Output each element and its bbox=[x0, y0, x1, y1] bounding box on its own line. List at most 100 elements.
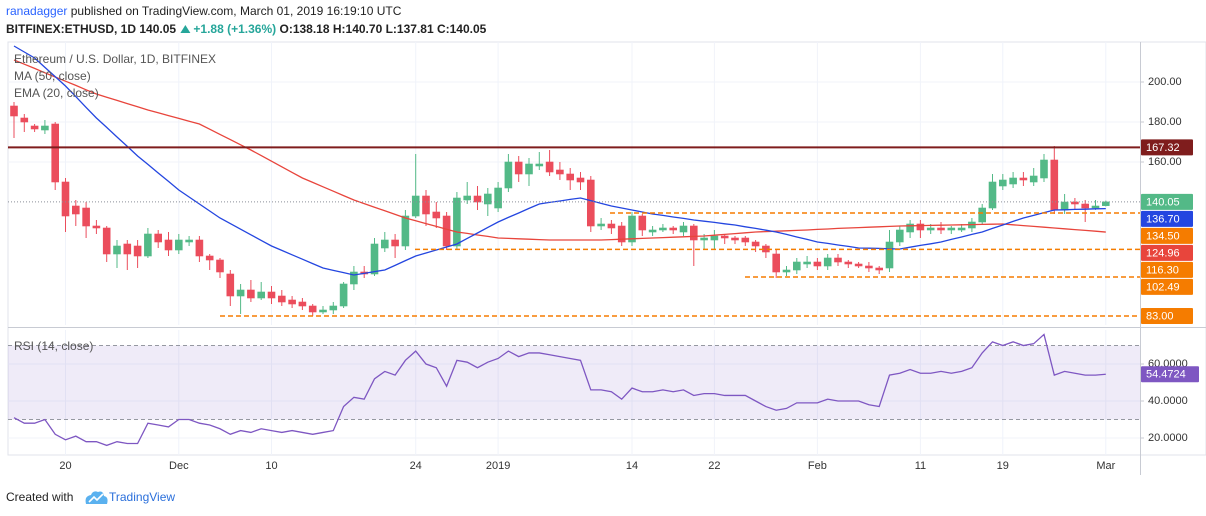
y-tick-label: 200.00 bbox=[1148, 76, 1182, 88]
x-tick-label: Feb bbox=[808, 460, 827, 472]
candle-body bbox=[51, 123, 60, 183]
candle-body bbox=[10, 105, 18, 117]
candle-body bbox=[401, 215, 410, 247]
candle-body bbox=[741, 237, 750, 243]
candle-body bbox=[380, 239, 389, 249]
ohlc-close: C:140.05 bbox=[437, 22, 487, 36]
candle-body bbox=[659, 227, 667, 231]
candle-body bbox=[628, 215, 636, 243]
indicator-line bbox=[13, 59, 1106, 241]
candle-body bbox=[1102, 201, 1110, 206]
change: +1.88 (+1.36%) bbox=[193, 22, 276, 36]
rsi-tag-bg bbox=[1141, 366, 1199, 383]
candle-body bbox=[236, 289, 245, 297]
candle-body bbox=[514, 161, 523, 175]
rsi-pane bbox=[8, 333, 1140, 447]
candle-body bbox=[998, 179, 1007, 187]
candle-body bbox=[865, 265, 873, 269]
ohlc-high: H:140.70 bbox=[333, 22, 383, 36]
price-tag-bg bbox=[1141, 227, 1193, 244]
candle-body bbox=[144, 233, 152, 257]
candle-body bbox=[195, 239, 204, 257]
candle-body bbox=[339, 283, 348, 307]
price-tag: 124.96 bbox=[1146, 247, 1180, 259]
candle-body bbox=[679, 225, 688, 233]
candle-body bbox=[473, 195, 482, 203]
symbol: BITFINEX:ETHUSD, 1D bbox=[6, 22, 136, 36]
x-tick-label: 20 bbox=[59, 460, 71, 472]
y-tick-label: 20.0000 bbox=[1148, 432, 1188, 444]
price-tag-bg bbox=[1141, 193, 1193, 210]
legend-rsi: RSI (14, close) bbox=[14, 339, 93, 353]
y-tick-label: 40.0000 bbox=[1148, 395, 1188, 407]
candle-body bbox=[885, 241, 894, 269]
candle-body bbox=[1019, 177, 1028, 181]
candle-body bbox=[545, 161, 554, 173]
symbol-line: BITFINEX:ETHUSD, 1D 140.05 +1.88 (+1.36%… bbox=[6, 22, 487, 36]
logo-line bbox=[88, 493, 104, 503]
ohlc-low: L:137.81 bbox=[386, 22, 434, 36]
candle-body bbox=[247, 289, 255, 299]
candle-body bbox=[926, 227, 935, 231]
x-tick-label: Mar bbox=[1096, 460, 1115, 472]
chart-title: Ethereum / U.S. Dollar, 1D, BITFINEX bbox=[14, 52, 216, 66]
author[interactable]: ranadagger bbox=[6, 4, 67, 18]
published: published on TradingView.com, March 01, … bbox=[71, 4, 402, 18]
grid bbox=[8, 42, 1140, 455]
candle-body bbox=[937, 227, 945, 231]
ohlc-open: O:138.18 bbox=[279, 22, 329, 36]
candle-body bbox=[370, 243, 379, 275]
candle-body bbox=[463, 195, 472, 201]
candle-body bbox=[72, 205, 80, 215]
price-tag: 136.70 bbox=[1146, 213, 1180, 225]
x-tick-label: 14 bbox=[626, 460, 638, 472]
logo[interactable] bbox=[85, 491, 108, 504]
price-tag: 134.50 bbox=[1146, 230, 1180, 242]
candle-body bbox=[875, 267, 884, 271]
candle-body bbox=[1071, 201, 1079, 205]
candle-body bbox=[535, 163, 544, 167]
x-tick-label: 10 bbox=[265, 460, 277, 472]
candle-body bbox=[123, 243, 132, 255]
price-tag-bg bbox=[1141, 278, 1193, 295]
candle-body bbox=[442, 215, 451, 247]
candle-body bbox=[988, 181, 997, 209]
price-tag: 167.32 bbox=[1146, 142, 1180, 154]
candle-body bbox=[432, 211, 441, 219]
candle-body bbox=[597, 223, 605, 227]
candle-body bbox=[277, 295, 286, 303]
candle-body bbox=[782, 269, 791, 273]
price-tag: 140.05 bbox=[1146, 196, 1180, 208]
candle-body bbox=[751, 241, 760, 247]
x-tick-label: 24 bbox=[410, 460, 422, 472]
axes: 20 Dec 10 24 2019 14 22 Feb 11 19 Mar 200.00 180.00 1… bbox=[59, 76, 1199, 472]
candle-body bbox=[298, 301, 307, 307]
candle-body bbox=[803, 261, 811, 265]
candle-body bbox=[288, 299, 296, 305]
candle-body bbox=[391, 239, 399, 247]
candle-body bbox=[61, 181, 70, 217]
candle-body bbox=[669, 227, 678, 231]
candle-body bbox=[20, 117, 29, 123]
footer-brand[interactable]: TradingView bbox=[109, 490, 175, 504]
y-tick-label: 180.00 bbox=[1148, 116, 1182, 128]
candle-body bbox=[1060, 201, 1069, 211]
candle-body bbox=[113, 245, 121, 255]
candle-body bbox=[586, 179, 595, 227]
price-tag-bg bbox=[1141, 308, 1193, 324]
candle-body bbox=[82, 207, 90, 227]
x-tick-label: 2019 bbox=[486, 460, 510, 472]
candle-body bbox=[1091, 205, 1100, 209]
price-tag-bg bbox=[1141, 244, 1193, 261]
candle-body bbox=[607, 223, 616, 229]
indicator-line bbox=[13, 333, 1106, 447]
candle-body bbox=[205, 255, 214, 261]
candle-body bbox=[1040, 159, 1048, 179]
candle-body bbox=[1029, 175, 1038, 183]
candle-body bbox=[1009, 177, 1017, 185]
up-arrow bbox=[180, 25, 191, 33]
price-tag: 116.30 bbox=[1146, 264, 1179, 276]
x-tick-label: 19 bbox=[997, 460, 1009, 472]
candle-body bbox=[957, 227, 966, 231]
